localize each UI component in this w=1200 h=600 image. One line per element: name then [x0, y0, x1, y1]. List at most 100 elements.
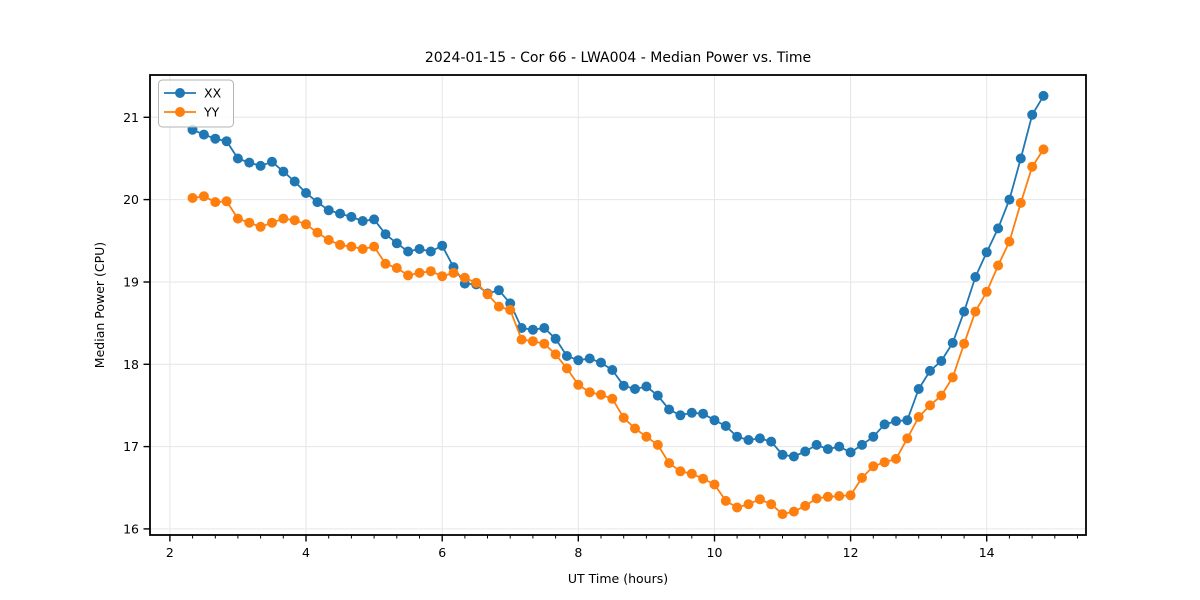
- data-point-xx: [527, 324, 538, 335]
- data-point-xx: [879, 419, 890, 430]
- data-point-xx: [981, 247, 992, 258]
- data-point-yy: [652, 439, 663, 450]
- data-point-yy: [550, 349, 561, 360]
- data-point-xx: [437, 240, 448, 251]
- data-point-xx: [267, 156, 277, 167]
- data-point-xx: [925, 365, 935, 376]
- data-point-yy: [471, 277, 482, 288]
- data-point-yy: [482, 289, 493, 300]
- data-point-xx: [630, 384, 640, 394]
- data-point-xx: [652, 390, 663, 401]
- data-point-xx: [289, 176, 300, 187]
- data-point-yy: [596, 389, 606, 400]
- data-point-xx: [380, 229, 391, 240]
- data-point-yy: [527, 336, 538, 347]
- y-tick-label: 21: [123, 110, 139, 125]
- data-point-yy: [244, 217, 255, 228]
- data-point-xx: [301, 188, 311, 198]
- data-point-yy: [743, 499, 754, 510]
- legend-item-xx: XX: [164, 86, 222, 101]
- plot-border: [149, 74, 1087, 536]
- x-tick-label: 14: [979, 545, 995, 560]
- legend: XX YY: [158, 79, 234, 128]
- data-point-xx: [596, 357, 606, 368]
- data-point-xx: [993, 223, 1004, 234]
- data-point-yy: [732, 502, 743, 513]
- data-point-yy: [561, 363, 572, 374]
- data-point-yy: [913, 412, 924, 422]
- data-point-xx: [743, 435, 754, 445]
- data-point-xx: [959, 306, 970, 317]
- data-point-yy: [232, 213, 243, 224]
- data-point-xx: [1038, 90, 1049, 101]
- data-point-yy: [459, 272, 470, 283]
- legend-label-yy: YY: [203, 105, 220, 120]
- data-point-yy: [664, 458, 675, 469]
- data-point-xx: [811, 439, 822, 450]
- data-point-yy: [822, 491, 833, 502]
- data-point-yy: [777, 509, 788, 520]
- data-point-yy: [981, 286, 992, 297]
- data-point-yy: [380, 258, 391, 269]
- data-point-xx: [891, 416, 901, 427]
- data-point-xx: [822, 444, 833, 455]
- data-point-xx: [232, 153, 243, 164]
- data-point-xx: [732, 431, 743, 442]
- data-point-yy: [448, 267, 459, 278]
- x-tick-label: 4: [302, 545, 310, 560]
- data-point-xx: [947, 337, 958, 348]
- y-tick-label: 20: [123, 192, 139, 207]
- data-point-yy: [720, 495, 731, 506]
- plot-area: 2 4 6 8 10 12 14 16 17 18 19 20 21: [123, 74, 1087, 560]
- data-point-yy: [970, 306, 981, 317]
- data-point-xx: [698, 408, 709, 419]
- data-point-yy: [925, 400, 935, 411]
- data-point-yy: [959, 338, 970, 349]
- data-point-xx: [664, 404, 675, 415]
- data-point-xx: [357, 216, 368, 226]
- data-point-yy: [425, 266, 436, 277]
- data-point-xx: [539, 323, 550, 333]
- data-point-yy: [346, 241, 357, 252]
- data-point-xx: [573, 355, 584, 366]
- data-point-xx: [720, 421, 731, 431]
- data-point-yy: [573, 379, 584, 390]
- data-point-xx: [675, 410, 686, 421]
- data-point-yy: [709, 479, 720, 490]
- data-point-yy: [414, 267, 425, 278]
- data-point-xx: [641, 381, 652, 392]
- data-point-xx: [312, 197, 323, 208]
- data-point-xx: [244, 157, 255, 168]
- x-tick-label: 2: [166, 545, 174, 560]
- x-axis-label: UT Time (hours): [568, 571, 668, 586]
- data-point-yy: [630, 423, 640, 434]
- data-point-yy: [323, 235, 334, 245]
- legend-box: [158, 79, 234, 128]
- data-point-yy: [800, 500, 811, 511]
- data-point-yy: [187, 193, 198, 203]
- data-point-xx: [913, 384, 924, 394]
- data-point-xx: [686, 407, 697, 418]
- legend-label-xx: XX: [204, 86, 222, 101]
- data-point-xx: [198, 129, 209, 140]
- data-point-xx: [936, 356, 947, 366]
- data-point-yy: [902, 433, 913, 444]
- data-point-xx: [391, 238, 402, 249]
- data-point-xx: [777, 449, 788, 460]
- data-point-yy: [993, 260, 1004, 271]
- data-point-yy: [267, 217, 277, 228]
- data-point-xx: [607, 365, 618, 375]
- data-point-yy: [857, 472, 867, 483]
- data-point-xx: [970, 272, 981, 282]
- data-point-yy: [539, 338, 550, 349]
- data-point-xx: [584, 353, 595, 364]
- data-point-xx: [834, 441, 845, 452]
- data-point-yy: [278, 213, 289, 224]
- data-point-yy: [437, 271, 448, 282]
- legend-item-yy: YY: [164, 105, 220, 120]
- data-point-xx: [550, 333, 561, 344]
- data-point-xx: [414, 244, 425, 254]
- y-tick-label: 19: [123, 275, 139, 290]
- data-point-xx: [561, 351, 572, 361]
